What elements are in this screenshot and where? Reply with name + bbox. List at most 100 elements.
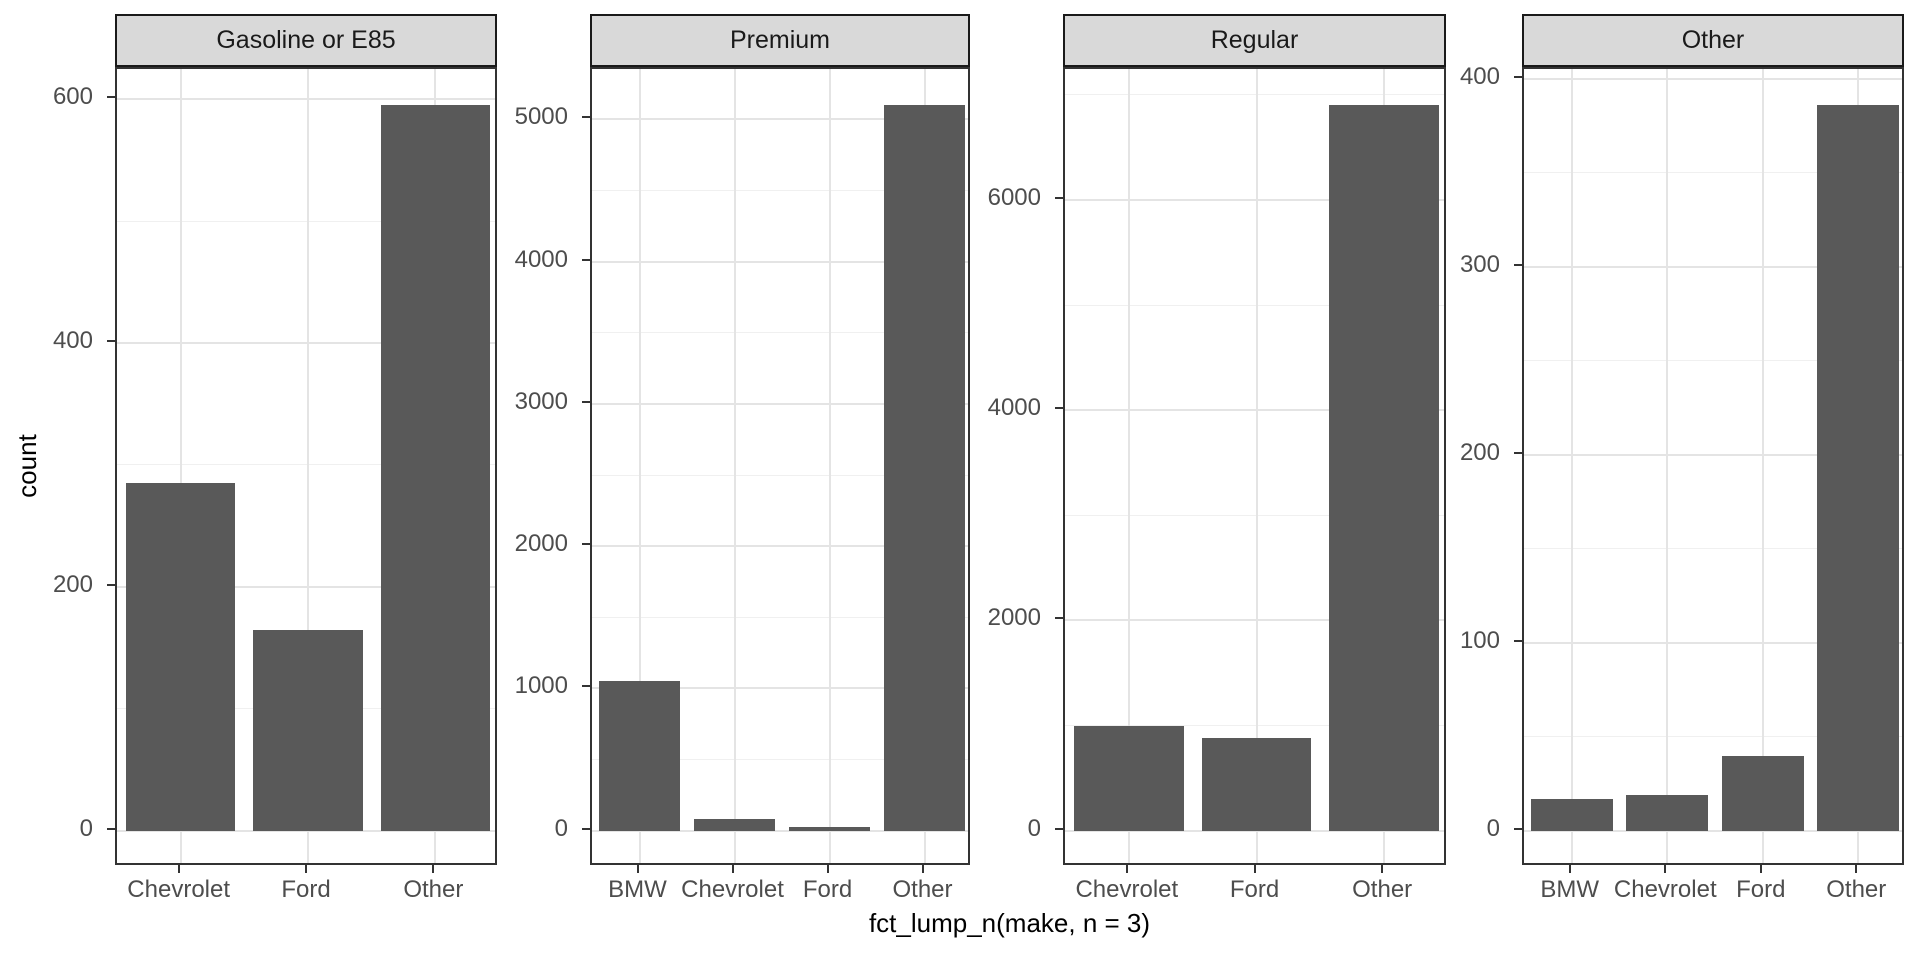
y-tick-label: 600 <box>52 83 93 111</box>
major-gridline-h <box>1065 619 1444 622</box>
bar-ford <box>1201 738 1312 831</box>
major-gridline-v <box>179 69 182 863</box>
major-gridline-v <box>1570 69 1573 863</box>
x-tick-mark <box>1381 865 1384 873</box>
major-gridline-v <box>1761 69 1764 863</box>
x-tick-label: Chevrolet <box>1613 876 1717 903</box>
y-tick-mark <box>582 400 590 403</box>
y-tick-label: 6000 <box>987 183 1041 211</box>
facet-strip: Gasoline or E85 <box>115 14 497 67</box>
x-tick-mark <box>1759 865 1762 873</box>
y-tick-label: 300 <box>1459 250 1500 278</box>
x-tick-label: Chevrolet <box>681 876 784 903</box>
major-gridline-v <box>828 69 831 863</box>
y-tick-mark <box>107 96 115 99</box>
minor-gridline-h <box>1065 514 1444 516</box>
y-tick-mark <box>107 340 115 343</box>
facet-panel <box>115 67 497 865</box>
bar-other <box>1329 105 1440 831</box>
major-gridline-v <box>733 69 736 863</box>
y-tick-mark <box>1055 827 1063 830</box>
x-tick-label: Chevrolet <box>127 876 231 903</box>
y-tick-label: 0 <box>554 814 568 842</box>
y-axis-title: count <box>12 434 42 498</box>
y-tick-label: 3000 <box>514 387 568 415</box>
x-tick-mark <box>1253 865 1256 873</box>
y-tick-label: 0 <box>79 814 93 842</box>
bar-ford <box>1721 755 1804 831</box>
y-tick-label: 100 <box>1459 626 1500 654</box>
y-tick-mark <box>1055 407 1063 410</box>
minor-gridline-h <box>1065 304 1444 306</box>
x-tick-mark <box>1855 865 1858 873</box>
bar-other <box>1817 105 1900 831</box>
y-tick-mark <box>582 258 590 261</box>
y-tick-label: 0 <box>1486 814 1500 842</box>
x-tick-label: Other <box>1352 876 1413 903</box>
minor-gridline-h <box>1524 360 1902 362</box>
facet-panel <box>1063 67 1446 865</box>
major-gridline-h <box>1065 829 1444 832</box>
y-tick-mark <box>1514 827 1522 830</box>
minor-gridline-h <box>592 474 968 476</box>
facet-panel <box>590 67 970 865</box>
major-gridline-h <box>1524 829 1902 832</box>
x-tick-label: Ford <box>1736 876 1786 903</box>
bar-ford <box>253 629 363 831</box>
bar-other <box>380 105 491 831</box>
x-axis-title: fct_lump_n(make, n = 3) <box>868 908 1151 938</box>
x-tick-mark <box>636 865 639 873</box>
x-tick-mark <box>1664 865 1667 873</box>
facet-strip-label: Gasoline or E85 <box>216 26 396 54</box>
major-gridline-h <box>117 98 495 101</box>
x-tick-mark <box>921 865 924 873</box>
bar-chevrolet <box>1073 725 1184 831</box>
bar-bmw <box>1530 798 1613 831</box>
major-gridline-h <box>592 118 968 121</box>
bar-bmw <box>598 681 681 831</box>
minor-gridline-h <box>1065 94 1444 96</box>
y-tick-mark <box>107 827 115 830</box>
x-tick-label: Chevrolet <box>1075 876 1179 903</box>
major-gridline-h <box>1524 265 1902 268</box>
x-tick-mark <box>731 865 734 873</box>
minor-gridline-h <box>1524 736 1902 738</box>
y-tick-mark <box>1514 75 1522 78</box>
minor-gridline-h <box>592 616 968 618</box>
y-tick-mark <box>1514 639 1522 642</box>
major-gridline-v <box>638 69 641 863</box>
facet-strip-label: Other <box>1681 26 1745 54</box>
minor-gridline-h <box>592 190 968 192</box>
y-tick-mark <box>1055 617 1063 620</box>
minor-gridline-h <box>1065 725 1444 727</box>
minor-gridline-h <box>1524 548 1902 550</box>
x-tick-mark <box>305 865 307 873</box>
x-tick-mark <box>1125 865 1128 873</box>
x-tick-mark <box>432 865 435 873</box>
y-tick-mark <box>582 685 590 688</box>
y-tick-label: 4000 <box>987 394 1041 422</box>
major-gridline-h <box>1065 409 1444 412</box>
minor-gridline-h <box>1524 172 1902 174</box>
y-tick-label: 400 <box>1459 62 1500 90</box>
major-gridline-h <box>1524 641 1902 644</box>
major-gridline-v <box>1666 69 1669 863</box>
bar-chevrolet <box>125 483 236 831</box>
major-gridline-h <box>1524 77 1902 80</box>
x-tick-mark <box>1568 865 1571 873</box>
x-tick-mark <box>177 865 180 873</box>
y-tick-label: 2000 <box>514 530 568 558</box>
bar-other <box>883 105 966 831</box>
minor-gridline-h <box>117 464 495 466</box>
y-tick-label: 0 <box>1027 814 1041 842</box>
bar-chevrolet <box>1626 795 1709 831</box>
x-tick-label: BMW <box>608 876 667 903</box>
y-tick-label: 5000 <box>514 103 568 131</box>
minor-gridline-h <box>117 220 495 222</box>
facet-strip-label: Regular <box>1210 26 1299 54</box>
major-gridline-v <box>307 69 309 863</box>
y-tick-label: 200 <box>52 570 93 598</box>
y-tick-label: 200 <box>1459 438 1500 466</box>
facet-strip: Premium <box>590 14 970 67</box>
